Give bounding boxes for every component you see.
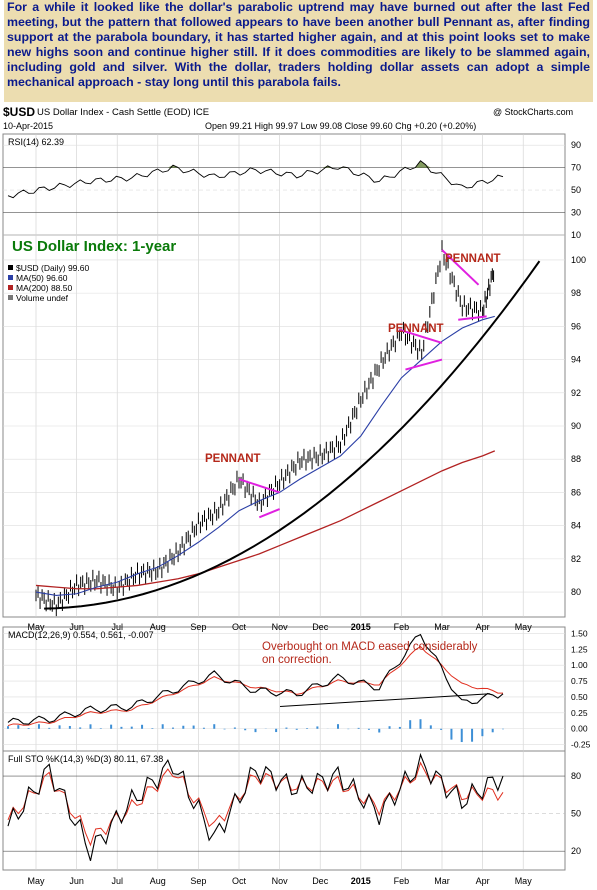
macd-tick-label: 0.75 [571,676,588,686]
pennant-line [441,249,480,286]
sto-k-line [7,752,504,861]
price-x-label: Nov [272,622,289,632]
price-x-label: May [27,622,45,632]
rsi-tick-label: 10 [571,230,581,240]
watermark: @ StockCharts.com [493,107,574,117]
header-date: 10-Apr-2015 [3,121,54,131]
macd-tick-label: 1.00 [571,660,588,670]
sto-x-label: Jun [69,876,84,886]
macd-line [7,633,504,725]
price-tick-label: 80 [571,587,581,597]
price-tick-label: 98 [571,288,581,298]
sto-x-label: Sep [190,876,206,886]
sto-d-line [7,761,504,847]
macd-tick-label: 0.25 [571,708,588,718]
commentary-text: For a while it looked like the dollar's … [4,0,593,102]
price-x-label: Aug [150,622,166,632]
pennant-annotation: PENNANT [205,453,261,465]
sto-x-label: Aug [150,876,166,886]
rsi-tick-label: 30 [571,208,581,218]
legend-marker [8,295,13,300]
price-chart-title: US Dollar Index: 1-year [12,238,176,255]
price-x-label: Feb [394,622,410,632]
price-tick-label: 94 [571,355,581,365]
sto-x-label: May [515,876,533,886]
price-x-label: Oct [232,622,247,632]
macd-trendline [279,693,491,707]
price-x-label: Sep [190,622,206,632]
ma50-line [35,315,495,596]
pennant-line [458,315,487,321]
pennant-line [405,358,443,371]
price-x-label: Apr [476,622,490,632]
legend-label: Volume undef [16,293,69,303]
price-x-label: Dec [312,622,329,632]
macd-signal-line [7,645,504,727]
pennant-annotation: PENNANT [445,253,501,265]
legend-marker [8,265,13,270]
sto-tick-label: 80 [571,771,581,781]
sto-panel-frame [2,750,566,871]
sto-tick-label: 20 [571,846,581,856]
macd-tick-label: -0.25 [571,740,591,750]
legend-label: MA(50) 96.60 [16,273,68,283]
price-x-label: May [515,622,533,632]
macd-tick-label: 1.50 [571,628,588,638]
sto-tick-label: 50 [571,809,581,819]
rsi-panel-frame [2,133,566,236]
legend-marker [8,275,13,280]
price-tick-label: 96 [571,321,581,331]
rsi-tick-label: 90 [571,140,581,150]
sto-x-label: May [27,876,45,886]
macd-annotation-line1: Overbought on MACD eased considerably [262,641,478,653]
legend-label: MA(200) 88.50 [16,283,72,293]
ma200-line [35,450,496,590]
sto-x-label: Nov [272,876,289,886]
price-tick-label: 82 [571,554,581,564]
rsi-tick-label: 50 [571,185,581,195]
macd-annotation-line2: on correction. [262,654,332,666]
sto-x-label: Apr [476,876,490,886]
price-x-label: 2015 [351,622,371,632]
header-symbol: $USD [3,105,36,119]
header-name: US Dollar Index - Cash Settle (EOD) ICE [37,107,210,118]
rsi-line [7,160,504,199]
sto-x-label: Dec [312,876,329,886]
macd-tick-label: 0.00 [571,724,588,734]
macd-title: MACD(12,26,9) 0.554, 0.561, -0.007 [8,630,154,640]
price-tick-label: 86 [571,487,581,497]
price-x-label: Mar [434,622,450,632]
macd-tick-label: 0.50 [571,692,588,702]
rsi-title: RSI(14) 62.39 [8,137,64,147]
pennant-line [258,508,280,519]
sto-x-label: Mar [434,876,450,886]
sto-x-label: Jul [111,876,123,886]
price-tick-label: 100 [571,255,586,265]
rsi-tick-label: 70 [571,163,581,173]
pennant-line [399,328,443,344]
price-x-label: Jun [69,622,84,632]
sto-title: Full STO %K(14,3) %D(3) 80.11, 67.38 [8,754,163,764]
price-tick-label: 92 [571,388,581,398]
price-tick-label: 84 [571,521,581,531]
pennant-line [238,478,280,494]
sto-x-label: 2015 [351,876,371,886]
legend-marker [8,285,13,290]
pennant-annotation: PENNANT [388,323,444,335]
sto-x-label: Feb [394,876,410,886]
price-tick-label: 90 [571,421,581,431]
macd-tick-label: 1.25 [571,644,588,654]
price-tick-label: 88 [571,454,581,464]
sto-x-label: Oct [232,876,247,886]
parabola-trendline [44,260,541,610]
legend-label: $USD (Daily) 99.60 [16,263,89,273]
price-x-label: Jul [111,622,123,632]
header-ohlc: Open 99.21 High 99.97 Low 99.08 Close 99… [205,121,477,131]
